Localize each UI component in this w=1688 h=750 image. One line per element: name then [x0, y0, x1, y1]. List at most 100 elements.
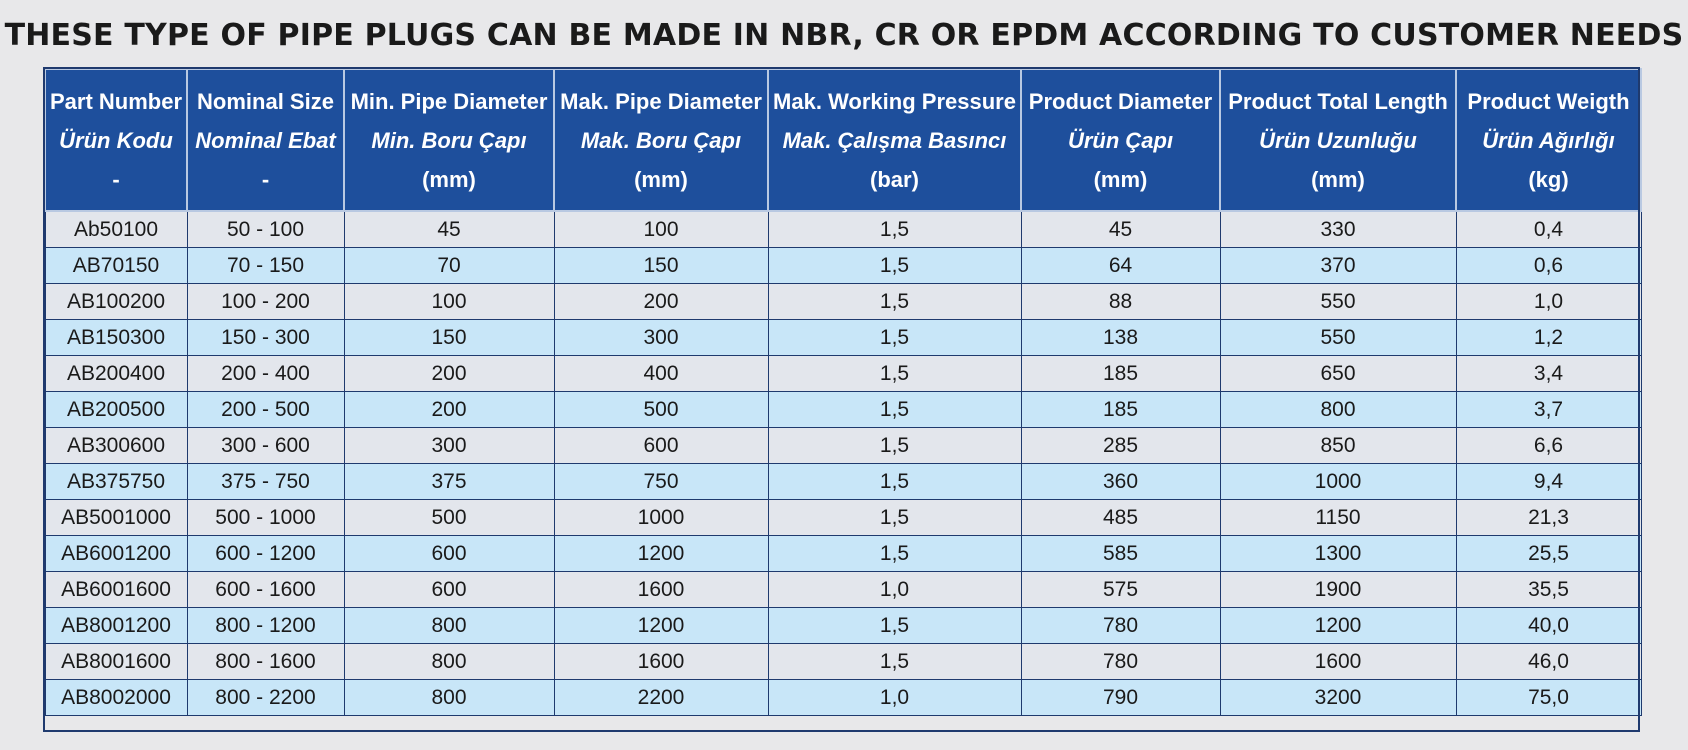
column-header-tr: Ürün Kodu [59, 127, 173, 153]
cell-nominal-size: 375 - 750 [186, 463, 345, 500]
cell-min-pipe-diameter: 45 [343, 210, 555, 248]
cell-product-diameter: 185 [1020, 391, 1221, 428]
column-header-en: Part Number [49, 88, 183, 114]
cell-product-diameter: 88 [1020, 283, 1221, 320]
column-header-tr: Ürün Çapı [1067, 127, 1174, 153]
cell-product-total-length: 3200 [1219, 679, 1457, 716]
cell-nominal-size: 200 - 500 [186, 391, 345, 428]
cell-mak-pipe-diameter: 300 [553, 319, 769, 356]
cell-product-total-length: 550 [1219, 283, 1457, 320]
cell-product-diameter: 780 [1020, 607, 1221, 644]
cell-product-weight: 6,6 [1455, 427, 1642, 464]
cell-min-pipe-diameter: 800 [343, 679, 555, 716]
cell-nominal-size: 800 - 1200 [186, 607, 345, 644]
table-row: AB300600 300 - 600 300 600 1,5 285 850 6… [44, 427, 1642, 464]
cell-product-total-length: 850 [1219, 427, 1457, 464]
cell-product-weight: 0,6 [1455, 247, 1642, 284]
table-row: AB8001200 800 - 1200 800 1200 1,5 780 12… [44, 607, 1642, 644]
cell-working-pressure: 1,0 [767, 571, 1022, 608]
cell-min-pipe-diameter: 70 [343, 247, 555, 284]
cell-product-total-length: 1150 [1219, 499, 1457, 536]
column-header-en: Mak. Pipe Diameter [560, 88, 762, 114]
cell-working-pressure: 1,5 [767, 427, 1022, 464]
cell-nominal-size: 500 - 1000 [186, 499, 345, 536]
table-row: Ab50100 50 - 100 45 100 1,5 45 330 0,4 [44, 210, 1642, 248]
cell-product-diameter: 285 [1020, 427, 1221, 464]
cell-min-pipe-diameter: 500 [343, 499, 555, 536]
cell-product-diameter: 780 [1020, 643, 1221, 680]
column-header-tr: Ürün Ağırlığı [1482, 127, 1615, 153]
cell-min-pipe-diameter: 600 [343, 571, 555, 608]
table-row: AB100200 100 - 200 100 200 1,5 88 550 1,… [44, 283, 1642, 320]
column-header-product-diameter: Product Diameter Ürün Çapı (mm) [1020, 68, 1221, 212]
cell-product-weight: 3,4 [1455, 355, 1642, 392]
cell-mak-pipe-diameter: 750 [553, 463, 769, 500]
column-header-unit: (bar) [870, 166, 919, 192]
column-header-unit: - [261, 166, 270, 192]
cell-mak-pipe-diameter: 1200 [553, 607, 769, 644]
column-header-en: Product Weigth [1467, 88, 1630, 114]
cell-product-diameter: 64 [1020, 247, 1221, 284]
column-header-tr: Mak. Boru Çapı [580, 127, 742, 153]
column-header-unit: (mm) [422, 166, 476, 192]
table-row: AB5001000 500 - 1000 500 1000 1,5 485 11… [44, 499, 1642, 536]
cell-part-number: AB70150 [44, 247, 188, 284]
cell-mak-pipe-diameter: 1600 [553, 643, 769, 680]
column-header-en: Min. Pipe Diameter [350, 88, 548, 114]
cell-nominal-size: 200 - 400 [186, 355, 345, 392]
cell-nominal-size: 70 - 150 [186, 247, 345, 284]
cell-working-pressure: 1,5 [767, 283, 1022, 320]
cell-product-total-length: 1600 [1219, 643, 1457, 680]
cell-product-weight: 21,3 [1455, 499, 1642, 536]
cell-min-pipe-diameter: 600 [343, 535, 555, 572]
cell-product-diameter: 790 [1020, 679, 1221, 716]
cell-part-number: AB200500 [44, 391, 188, 428]
cell-product-weight: 75,0 [1455, 679, 1642, 716]
cell-product-diameter: 360 [1020, 463, 1221, 500]
cell-min-pipe-diameter: 150 [343, 319, 555, 356]
column-header-tr: Min. Boru Çapı [371, 127, 527, 153]
cell-nominal-size: 300 - 600 [186, 427, 345, 464]
cell-part-number: AB200400 [44, 355, 188, 392]
cell-mak-pipe-diameter: 400 [553, 355, 769, 392]
cell-part-number: AB150300 [44, 319, 188, 356]
cell-working-pressure: 1,5 [767, 247, 1022, 284]
cell-product-total-length: 1000 [1219, 463, 1457, 500]
cell-working-pressure: 1,5 [767, 643, 1022, 680]
column-header-working-pressure: Mak. Working Pressure Mak. Çalışma Basın… [767, 68, 1022, 212]
cell-working-pressure: 1,5 [767, 391, 1022, 428]
cell-min-pipe-diameter: 200 [343, 391, 555, 428]
cell-product-diameter: 585 [1020, 535, 1221, 572]
cell-product-diameter: 575 [1020, 571, 1221, 608]
table-row: AB150300 150 - 300 150 300 1,5 138 550 1… [44, 319, 1642, 356]
cell-product-weight: 1,0 [1455, 283, 1642, 320]
cell-part-number: Ab50100 [44, 210, 188, 248]
cell-mak-pipe-diameter: 1200 [553, 535, 769, 572]
column-header-product-total-length: Product Total Length Ürün Uzunluğu (mm) [1219, 68, 1457, 212]
cell-product-weight: 35,5 [1455, 571, 1642, 608]
page-title: THESE TYPE OF PIPE PLUGS CAN BE MADE IN … [4, 18, 1684, 53]
cell-part-number: AB100200 [44, 283, 188, 320]
cell-product-diameter: 485 [1020, 499, 1221, 536]
cell-product-weight: 25,5 [1455, 535, 1642, 572]
cell-nominal-size: 150 - 300 [186, 319, 345, 356]
cell-part-number: AB5001000 [44, 499, 188, 536]
table-row: AB375750 375 - 750 375 750 1,5 360 1000 … [44, 463, 1642, 500]
cell-product-total-length: 1300 [1219, 535, 1457, 572]
column-header-tr: Ürün Uzunluğu [1259, 127, 1417, 153]
cell-working-pressure: 1,0 [767, 679, 1022, 716]
cell-product-weight: 9,4 [1455, 463, 1642, 500]
column-header-en: Product Diameter [1028, 88, 1213, 114]
cell-part-number: AB300600 [44, 427, 188, 464]
cell-mak-pipe-diameter: 1600 [553, 571, 769, 608]
column-header-en: Product Total Length [1228, 88, 1448, 114]
cell-product-weight: 3,7 [1455, 391, 1642, 428]
column-header-unit: (mm) [1093, 166, 1148, 192]
cell-working-pressure: 1,5 [767, 499, 1022, 536]
cell-nominal-size: 600 - 1200 [186, 535, 345, 572]
cell-product-diameter: 45 [1020, 210, 1221, 248]
cell-mak-pipe-diameter: 200 [553, 283, 769, 320]
column-header-unit: (kg) [1528, 166, 1569, 192]
table-row: AB8001600 800 - 1600 800 1600 1,5 780 16… [44, 643, 1642, 680]
cell-nominal-size: 600 - 1600 [186, 571, 345, 608]
